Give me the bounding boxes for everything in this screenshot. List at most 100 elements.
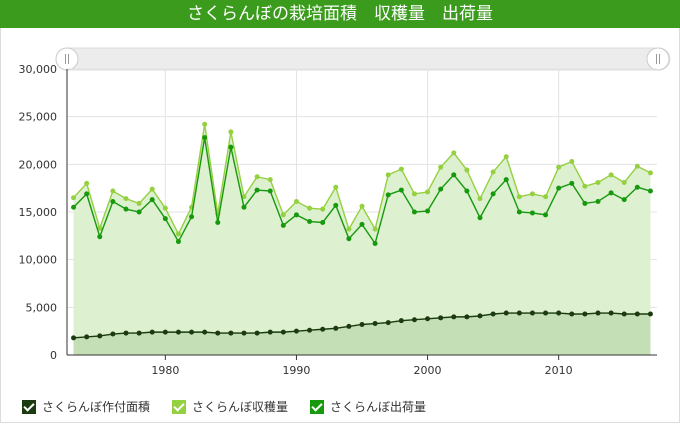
data-point[interactable] — [595, 179, 601, 185]
data-point[interactable] — [267, 177, 273, 183]
data-point[interactable] — [162, 216, 168, 222]
data-point[interactable] — [123, 330, 129, 336]
data-point[interactable] — [202, 121, 208, 127]
data-point[interactable] — [451, 314, 457, 320]
data-point[interactable] — [241, 330, 247, 336]
data-point[interactable] — [438, 186, 444, 192]
data-point[interactable] — [267, 329, 273, 335]
data-point[interactable] — [228, 144, 234, 150]
data-point[interactable] — [411, 191, 417, 197]
data-point[interactable] — [254, 174, 260, 180]
data-point[interactable] — [438, 315, 444, 321]
data-point[interactable] — [320, 219, 326, 225]
data-point[interactable] — [634, 163, 640, 169]
data-point[interactable] — [608, 190, 614, 196]
data-point[interactable] — [228, 129, 234, 135]
data-point[interactable] — [71, 195, 77, 201]
data-point[interactable] — [162, 205, 168, 211]
data-point[interactable] — [97, 234, 103, 240]
data-point[interactable] — [621, 179, 627, 185]
data-point[interactable] — [175, 239, 181, 245]
data-point[interactable] — [267, 188, 273, 194]
data-point[interactable] — [346, 323, 352, 329]
data-point[interactable] — [149, 329, 155, 335]
data-point[interactable] — [529, 210, 535, 216]
data-point[interactable] — [333, 202, 339, 208]
data-point[interactable] — [647, 311, 653, 317]
data-point[interactable] — [84, 180, 90, 186]
data-point[interactable] — [307, 219, 313, 225]
data-point[interactable] — [608, 172, 614, 178]
data-point[interactable] — [556, 185, 562, 191]
data-point[interactable] — [621, 197, 627, 203]
data-point[interactable] — [241, 194, 247, 200]
data-point[interactable] — [241, 204, 247, 210]
data-point[interactable] — [320, 326, 326, 332]
data-point[interactable] — [398, 166, 404, 172]
data-point[interactable] — [215, 330, 221, 336]
data-point[interactable] — [189, 214, 195, 220]
data-point[interactable] — [595, 199, 601, 205]
data-point[interactable] — [320, 206, 326, 212]
data-point[interactable] — [411, 209, 417, 215]
data-point[interactable] — [280, 212, 286, 218]
data-point[interactable] — [280, 329, 286, 335]
data-point[interactable] — [293, 199, 299, 205]
checkbox-icon[interactable] — [172, 399, 187, 414]
data-point[interactable] — [333, 325, 339, 331]
data-point[interactable] — [385, 172, 391, 178]
data-point[interactable] — [97, 333, 103, 339]
data-point[interactable] — [307, 205, 313, 211]
data-point[interactable] — [359, 203, 365, 209]
data-point[interactable] — [149, 186, 155, 192]
data-point[interactable] — [346, 236, 352, 242]
data-point[interactable] — [136, 330, 142, 336]
range-slider-track[interactable] — [55, 47, 671, 71]
data-point[interactable] — [608, 310, 614, 316]
data-point[interactable] — [293, 328, 299, 334]
data-point[interactable] — [425, 316, 431, 322]
data-point[interactable] — [464, 188, 470, 194]
data-point[interactable] — [175, 329, 181, 335]
data-point[interactable] — [372, 240, 378, 246]
data-point[interactable] — [425, 189, 431, 195]
data-point[interactable] — [411, 317, 417, 323]
data-point[interactable] — [293, 212, 299, 218]
data-point[interactable] — [123, 206, 129, 212]
checkbox-icon[interactable] — [22, 399, 36, 414]
data-point[interactable] — [333, 184, 339, 190]
data-point[interactable] — [110, 331, 116, 337]
data-point[interactable] — [490, 311, 496, 317]
data-point[interactable] — [516, 209, 522, 215]
data-point[interactable] — [136, 209, 142, 215]
data-point[interactable] — [529, 191, 535, 197]
data-point[interactable] — [543, 310, 549, 316]
data-point[interactable] — [490, 191, 496, 197]
data-point[interactable] — [477, 215, 483, 221]
data-point[interactable] — [307, 327, 313, 333]
data-point[interactable] — [490, 169, 496, 175]
data-point[interactable] — [346, 226, 352, 232]
data-point[interactable] — [110, 188, 116, 194]
data-point[interactable] — [503, 177, 509, 183]
data-point[interactable] — [71, 204, 77, 210]
data-point[interactable] — [569, 311, 575, 317]
data-point[interactable] — [556, 164, 562, 170]
data-point[interactable] — [215, 219, 221, 225]
range-slider-right-handle[interactable] — [646, 47, 670, 71]
data-point[interactable] — [398, 318, 404, 324]
data-point[interactable] — [149, 197, 155, 203]
checkbox-icon[interactable] — [310, 399, 325, 414]
data-point[interactable] — [425, 208, 431, 214]
data-point[interactable] — [136, 200, 142, 206]
data-point[interactable] — [254, 187, 260, 193]
data-point[interactable] — [569, 158, 575, 164]
data-point[interactable] — [84, 191, 90, 197]
data-point[interactable] — [529, 310, 535, 316]
data-point[interactable] — [84, 334, 90, 340]
data-point[interactable] — [123, 196, 129, 202]
data-point[interactable] — [385, 192, 391, 198]
data-point[interactable] — [202, 329, 208, 335]
data-point[interactable] — [595, 310, 601, 316]
data-point[interactable] — [71, 335, 77, 341]
